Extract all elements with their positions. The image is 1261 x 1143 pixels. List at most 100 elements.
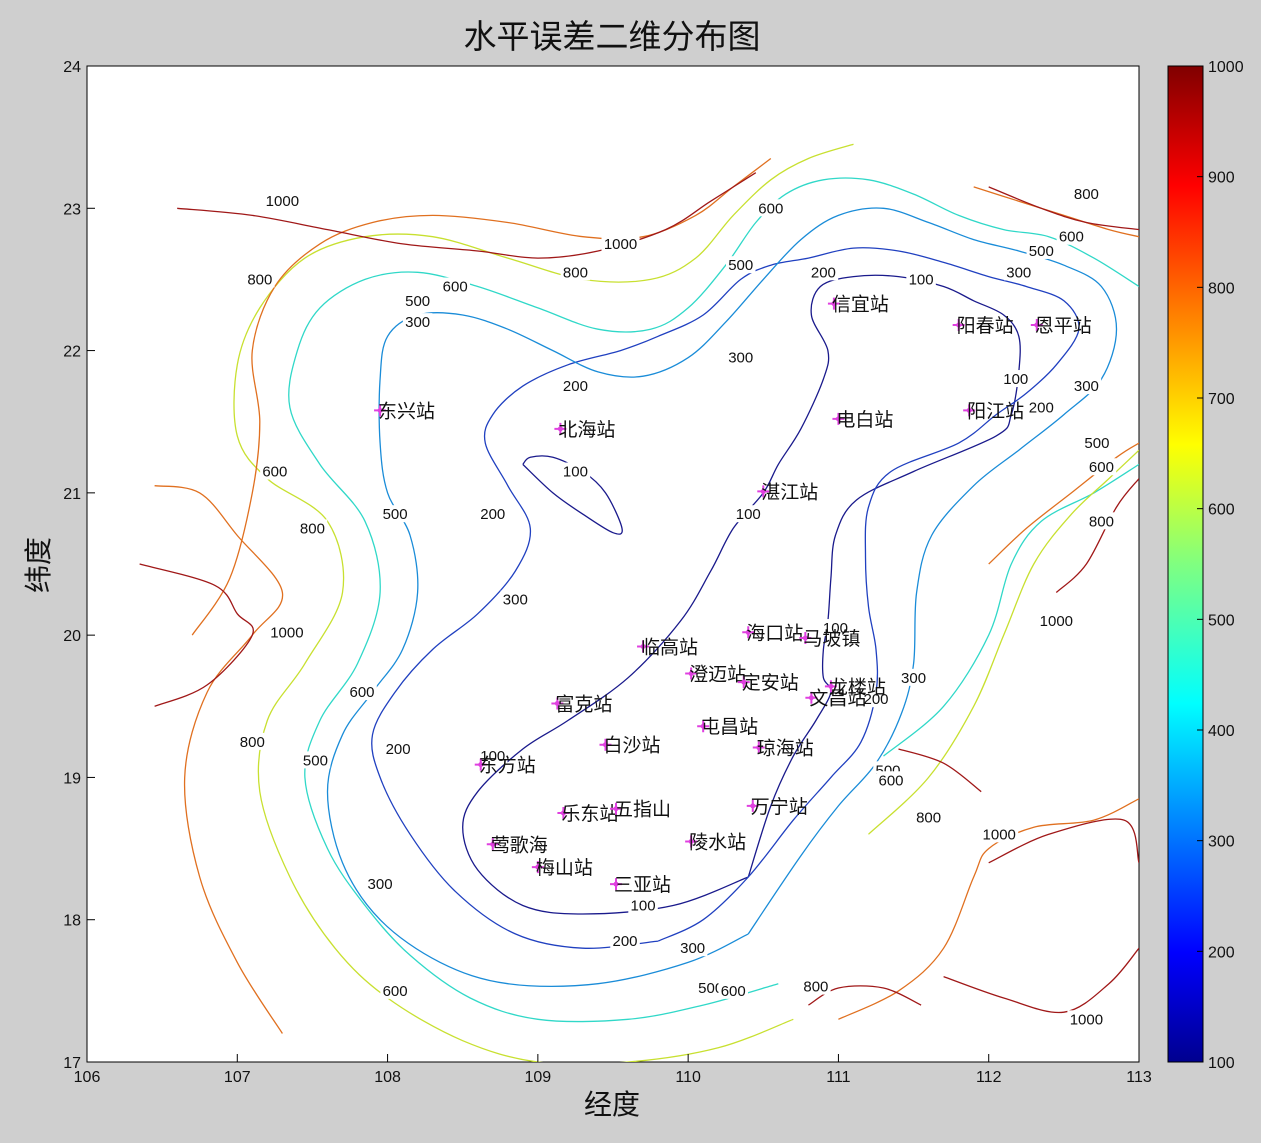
contour-label: 800 (247, 271, 272, 288)
station-marker-dot (760, 488, 766, 494)
contour-label-bg (1071, 377, 1102, 395)
contour-label-bg (500, 590, 531, 608)
colorbar-tick-label: 800 (1208, 280, 1235, 297)
contour-label: 500 (303, 752, 328, 769)
contour-label-bg (263, 192, 302, 210)
colorbar-tick-label: 100 (1208, 1055, 1235, 1072)
station-label: 恩平站 (1035, 315, 1092, 337)
contour-label: 200 (811, 264, 836, 281)
x-tick-label: 106 (74, 1069, 101, 1086)
contour-label-bg (808, 263, 839, 281)
contour-label: 800 (916, 809, 941, 826)
station-marker-dot (377, 407, 383, 413)
station-label: 屯昌站 (701, 716, 758, 738)
contour-label: 600 (721, 983, 746, 1000)
contour-label: 800 (240, 734, 265, 751)
y-axis-label: 纬度 (22, 537, 55, 593)
contour-label-bg (1082, 434, 1112, 452)
contour-line-300 (326, 207, 1118, 988)
colorbar-tick-label: 1000 (1208, 59, 1244, 76)
contour-label: 600 (1089, 459, 1114, 476)
contour-line-200 (371, 247, 1080, 949)
station-marker-dot (688, 838, 694, 844)
station-marker-dot (688, 671, 694, 677)
contour-label-bg (478, 505, 508, 523)
contour-label-bg (478, 747, 508, 765)
contour-label-bg (1086, 458, 1117, 476)
contour-label: 600 (758, 200, 783, 217)
contour-line-1000 (898, 748, 982, 793)
contour-label: 300 (1074, 378, 1099, 395)
station-marker-dot (613, 806, 619, 812)
contour-label-bg (980, 825, 1019, 843)
colorbar-tick-label: 600 (1208, 502, 1235, 519)
station-marker-dot (602, 742, 608, 748)
contour-label: 600 (1059, 229, 1084, 246)
contour-label: 100 (480, 748, 505, 765)
contour-label: 100 (563, 464, 588, 481)
station-label: 三亚站 (614, 874, 671, 896)
x-tick-label: 107 (224, 1069, 251, 1086)
plot-area (86, 65, 1140, 1063)
contour-label: 200 (863, 691, 888, 708)
contour-label-bg (440, 277, 470, 295)
station-label: 富克站 (555, 693, 612, 715)
station-marker-dot (700, 723, 706, 729)
contour-label: 1000 (266, 193, 299, 210)
contour-line-800 (988, 442, 1139, 565)
station-label: 信宜站 (832, 294, 889, 316)
contour-line-1000 (1055, 478, 1139, 593)
contour-label: 500 (405, 293, 430, 310)
contour-label-bg (365, 875, 395, 893)
station-marker-dot (745, 629, 751, 635)
colorbar-tick-label: 200 (1208, 944, 1235, 961)
x-tick-label: 108 (374, 1069, 401, 1086)
station-label: 海口站 (746, 622, 803, 644)
contour-line-1000 (988, 186, 1139, 231)
y-tick-label: 24 (63, 59, 81, 76)
contour-label: 500 (698, 980, 723, 997)
contour-label: 300 (368, 876, 393, 893)
contour-label-bg (380, 981, 410, 999)
contour-label-bg (402, 291, 433, 309)
x-tick-label: 109 (525, 1069, 552, 1086)
contour-label: 1000 (983, 826, 1016, 843)
y-tick-label: 21 (63, 486, 81, 503)
contour-label: 300 (680, 940, 705, 957)
contour-label-bg (402, 313, 433, 331)
station-marker-dot (1034, 322, 1040, 328)
station-marker-dot (535, 864, 541, 870)
contour-label: 800 (1074, 186, 1099, 203)
station-marker-dot (741, 679, 747, 685)
station-label: 湛江站 (761, 481, 818, 503)
contour-label-bg (1037, 611, 1076, 629)
contour-line-1000 (943, 947, 1139, 1014)
contour-label: 200 (613, 933, 638, 950)
contour-label: 500 (728, 257, 753, 274)
contour-label: 100 (736, 506, 761, 523)
station-label: 乐东站 (561, 803, 618, 825)
contour-label-bg (801, 977, 831, 995)
contour-label: 1000 (1040, 613, 1073, 630)
station-marker-dot (835, 416, 841, 422)
station-label: 琼海站 (757, 738, 814, 760)
contour-label: 300 (901, 670, 926, 687)
colorbar-tick-label: 500 (1208, 612, 1235, 629)
station-marker-dot (756, 745, 762, 751)
contour-label-bg (628, 896, 658, 914)
contour-label: 800 (300, 520, 325, 537)
contour-label-bg (560, 462, 591, 480)
contour-label: 1000 (1070, 1011, 1103, 1028)
contour-label: 1000 (270, 624, 303, 641)
contour-label: 200 (1029, 399, 1054, 416)
station-marker-dot (828, 683, 834, 689)
contour-line-1000 (139, 563, 254, 707)
contour-label: 800 (803, 979, 828, 996)
station-label: 电白站 (836, 409, 893, 431)
contour-label-bg (560, 263, 591, 281)
contour-line-500 (288, 177, 1139, 1023)
contour-label-bg (756, 199, 786, 217)
contour-label: 600 (879, 772, 904, 789)
x-axis: 106 107 108 109 110 111 112 113 (74, 1054, 1152, 1086)
